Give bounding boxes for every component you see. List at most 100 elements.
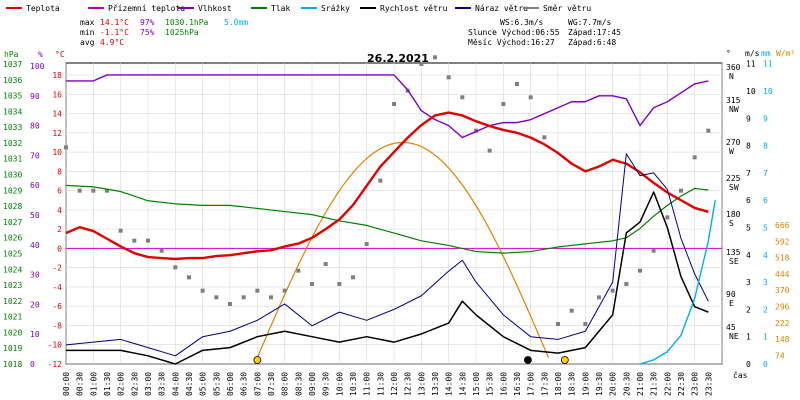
hpa-tick: 1030	[3, 171, 22, 180]
ms-tick: 3	[746, 278, 751, 287]
mm-tick: 0	[763, 360, 768, 369]
hpa-tick: 1018	[3, 360, 22, 369]
dir-tick-name: SE	[729, 257, 739, 266]
stat-max-label: max	[80, 18, 95, 27]
dir-point	[91, 188, 96, 193]
dir-point	[692, 155, 697, 160]
time-tick: 09:00	[308, 372, 317, 396]
pct-tick: 60	[30, 181, 40, 190]
dir-point	[282, 288, 287, 293]
dir-point	[556, 322, 560, 326]
hpa-tick: 1029	[3, 186, 22, 195]
legend-label: Tlak	[271, 4, 290, 13]
dir-tick-name: NW	[729, 105, 739, 114]
dir-point	[419, 62, 424, 66]
info-ws: WS:6.3m/s	[500, 18, 544, 27]
c-tick: 10	[52, 148, 62, 157]
dir-point	[173, 265, 178, 270]
hpa-tick: 1036	[3, 76, 22, 85]
time-tick: 11:30	[376, 372, 385, 396]
mm-tick: 7	[763, 169, 768, 178]
c-tick: 4	[57, 206, 62, 215]
sunrise-marker	[253, 356, 262, 364]
time-tick: 23:00	[691, 372, 700, 396]
time-tick: 19:00	[581, 372, 590, 396]
hpa-tick: 1023	[3, 281, 22, 290]
dir-point	[337, 282, 342, 286]
c-tick: 14	[52, 110, 62, 119]
ms-tick: 5	[746, 224, 751, 233]
time-tick: 20:00	[609, 372, 618, 396]
dir-point	[487, 148, 492, 153]
c-tick: 18	[52, 71, 62, 80]
dir-point	[433, 55, 437, 60]
time-tick: 00:00	[62, 372, 71, 396]
stat-max-press: 1030.1hPa	[165, 18, 209, 27]
dir-point	[528, 95, 533, 100]
dir-point	[569, 308, 574, 313]
ms-tick: 0	[746, 360, 751, 369]
time-tick: 16:30	[513, 372, 522, 396]
dir-point	[651, 248, 656, 253]
dir-tick-name: NE	[729, 332, 739, 341]
time-tick: 15:00	[472, 372, 481, 396]
hpa-tick: 1031	[3, 155, 22, 164]
c-tick: 12	[52, 129, 62, 138]
sunset-marker	[560, 356, 569, 364]
pct-tick: 70	[30, 151, 40, 160]
info-wg: WG:7.7m/s	[568, 18, 612, 27]
dir-point	[474, 128, 478, 133]
dir-point	[542, 135, 547, 140]
dir-point	[364, 242, 369, 246]
time-tick: 10:30	[349, 372, 358, 396]
dir-tick-name: W	[729, 147, 734, 156]
info-sunset: Západ:17:45	[568, 28, 621, 37]
wm-tick: 296	[775, 303, 790, 312]
hpa-unit: hPa	[4, 50, 19, 59]
humidity-line	[66, 74, 709, 139]
time-tick: 09:30	[322, 372, 331, 396]
c-tick: -10	[48, 341, 63, 350]
dir-point	[255, 288, 260, 293]
dir-point	[64, 145, 68, 150]
pct-tick: 30	[30, 271, 40, 280]
stat-avg-label: avg	[80, 38, 95, 47]
info-moonrise: Měsíc Východ:16:27	[468, 38, 555, 47]
dir-point	[378, 178, 383, 183]
stat-min-label: min	[80, 28, 95, 37]
legend-label: Směr větru	[543, 4, 591, 13]
time-tick: 18:00	[554, 372, 563, 396]
pct-tick: 40	[30, 241, 40, 250]
dir-point	[241, 295, 246, 300]
c-tick: 8	[57, 167, 62, 176]
dir-point	[310, 282, 314, 286]
time-tick: 00:30	[76, 372, 85, 396]
dir-point	[159, 248, 164, 253]
time-tick: 21:30	[650, 372, 659, 396]
windspeed-line	[66, 191, 709, 365]
wm-tick: 148	[775, 335, 790, 344]
c-tick: -12	[48, 360, 63, 369]
dir-point	[679, 188, 683, 193]
time-tick: 12:30	[404, 372, 413, 396]
mm-unit: mm	[761, 49, 771, 58]
time-tick: 12:00	[390, 372, 399, 396]
hpa-tick: 1028	[3, 202, 22, 211]
ms-tick: 11	[746, 60, 756, 69]
time-tick: 07:00	[253, 372, 262, 396]
time-tick: 06:30	[240, 372, 249, 396]
dir-point	[460, 95, 465, 100]
wm-tick: 666	[775, 221, 790, 230]
dir-tick-name: S	[729, 219, 734, 228]
time-tick: 01:30	[103, 372, 112, 396]
mm-tick: 8	[763, 142, 768, 151]
dir-tick-deg: 45	[726, 323, 736, 332]
dir-tick-name: E	[729, 299, 734, 308]
pct-tick: 20	[30, 300, 40, 309]
wm-tick: 518	[775, 254, 790, 263]
pressure-line	[65, 184, 709, 254]
pct-tick: 0	[30, 360, 35, 369]
dir-tick-deg: 270	[726, 138, 741, 147]
c-tick: -6	[52, 302, 62, 311]
